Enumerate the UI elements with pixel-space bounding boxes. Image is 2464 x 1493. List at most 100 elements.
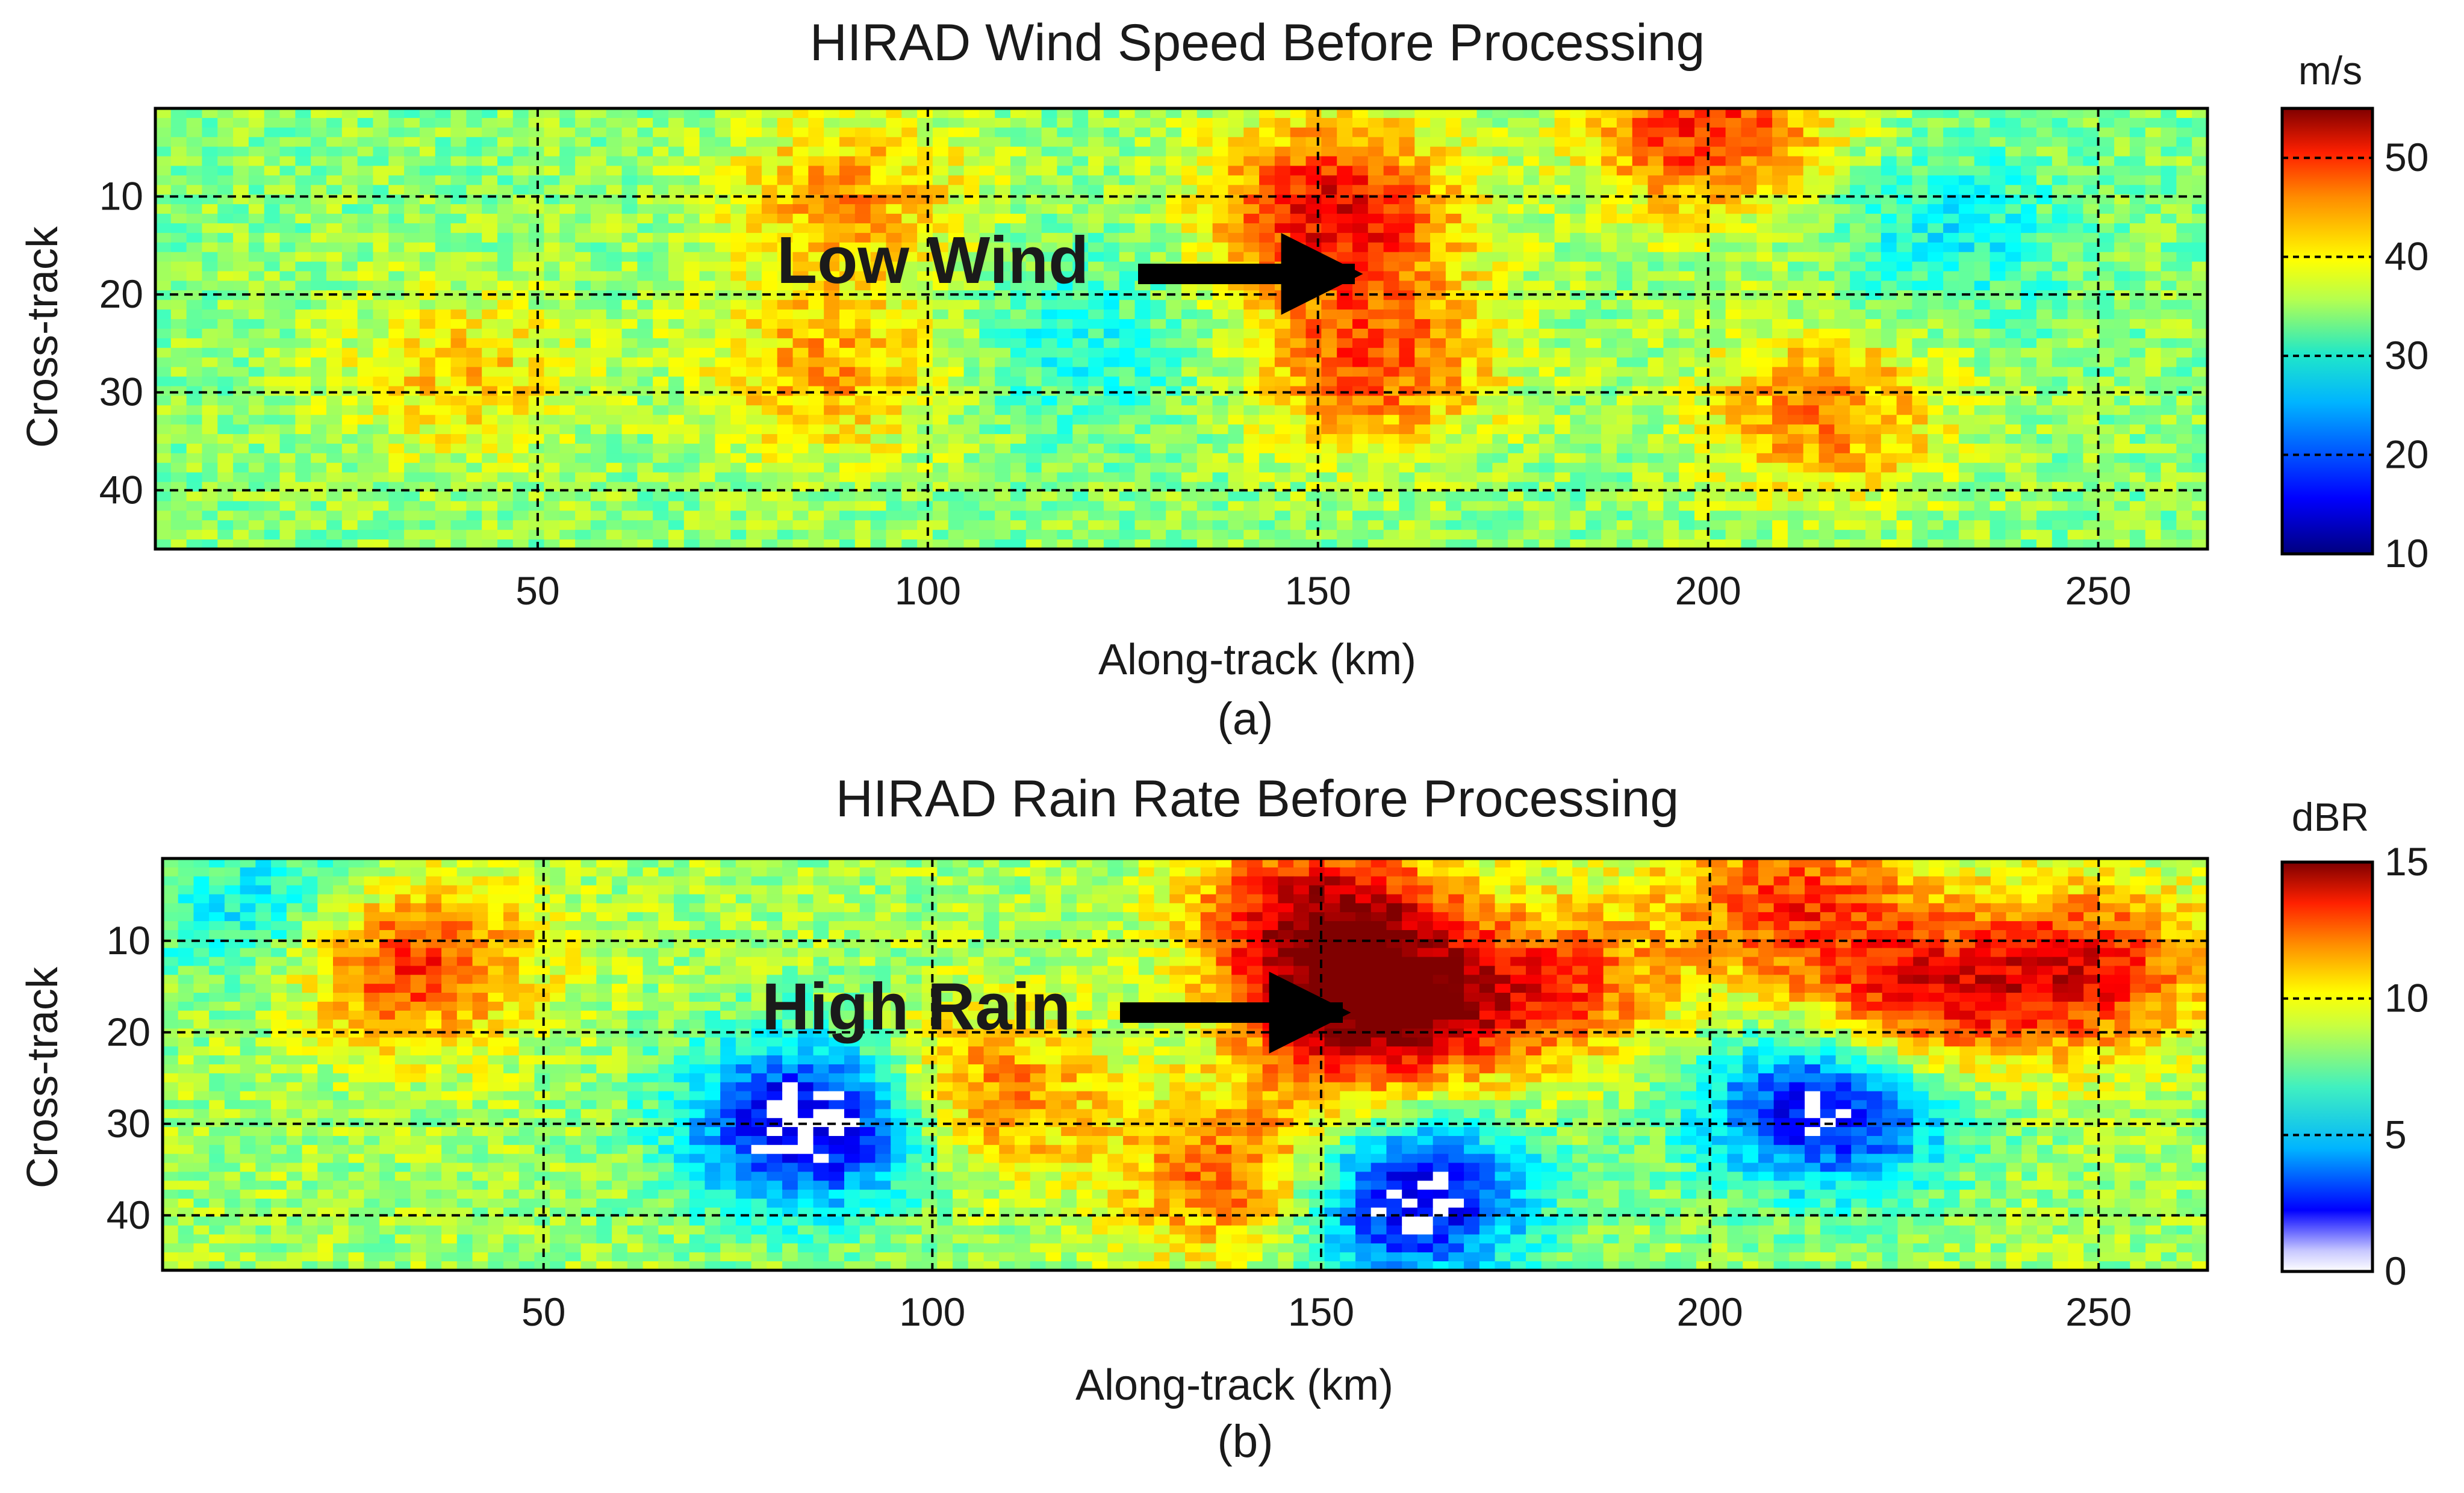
heat-cell — [1383, 146, 1400, 157]
heat-cell — [1243, 117, 1260, 128]
heat-cell — [1072, 261, 1089, 272]
heat-cell — [1958, 166, 1975, 176]
heat-cell — [1352, 204, 1369, 214]
heat-cell — [2192, 232, 2208, 243]
heat-cell — [1508, 261, 1524, 272]
heat-cell — [2161, 281, 2177, 291]
heat-cell — [870, 357, 887, 368]
heat-cell — [1461, 156, 1478, 167]
heat-cell — [2176, 204, 2192, 214]
heat-cell — [715, 175, 732, 186]
heat-cell — [1710, 347, 1726, 358]
heat-cell — [170, 309, 187, 320]
heat-cell — [1787, 396, 1804, 406]
heat-cell — [1461, 214, 1478, 224]
heat-cell — [1943, 338, 1959, 349]
heat-cell — [2129, 117, 2146, 128]
heat-cell — [1010, 338, 1027, 349]
heat-cell — [1725, 166, 1742, 176]
heat-cell — [264, 271, 281, 282]
heat-cell — [1243, 309, 1260, 320]
heat-cell — [388, 424, 405, 435]
heat-cell — [1881, 357, 1897, 368]
heat-cell — [528, 443, 545, 454]
heat-cell — [2176, 347, 2192, 358]
heat-cell — [1119, 424, 1136, 435]
heat-cell — [979, 281, 995, 291]
heat-cell — [653, 117, 669, 128]
heat-cell — [1305, 252, 1322, 262]
heat-cell — [699, 185, 716, 196]
heat-cell — [948, 261, 965, 272]
heat-cell — [1399, 185, 1416, 196]
heat-cell — [1072, 271, 1089, 282]
heat-cell — [1196, 443, 1213, 454]
heat-cell — [1290, 223, 1307, 234]
heat-cell — [1088, 242, 1104, 253]
heat-cell — [1305, 415, 1322, 425]
heat-cell — [606, 271, 623, 282]
heat-cell — [1212, 166, 1229, 176]
heat-cell — [388, 367, 405, 377]
heat-cell — [886, 175, 903, 186]
heat-cell — [264, 367, 281, 377]
heat-cell — [1010, 261, 1027, 272]
heat-cell — [761, 443, 778, 454]
heat-cell — [917, 415, 933, 425]
heat-cell — [1119, 252, 1136, 262]
heat-cell — [1290, 300, 1307, 310]
heat-cell — [435, 329, 452, 339]
heat-cell — [1057, 434, 1074, 444]
heat-cell — [1041, 137, 1058, 147]
heat-cell — [1974, 319, 1991, 329]
heat-cell — [1803, 357, 1820, 368]
heat-cell — [388, 232, 405, 243]
heat-cell — [1538, 271, 1555, 282]
heat-cell — [373, 127, 390, 138]
heat-cell — [653, 396, 669, 406]
heat-cell — [512, 300, 529, 310]
heat-cell — [575, 424, 591, 435]
heat-cell — [1865, 223, 1882, 234]
heat-cell — [1430, 300, 1446, 310]
heat-cell — [653, 443, 669, 454]
heat-cell — [1321, 415, 1337, 425]
heat-cell — [202, 376, 219, 387]
heat-cell — [466, 127, 482, 138]
heat-cell — [979, 261, 995, 272]
heat-cell — [1523, 347, 1540, 358]
heat-cell — [2161, 117, 2177, 128]
heat-cell — [2176, 156, 2192, 167]
heat-cell — [435, 434, 452, 444]
heat-cell — [621, 338, 638, 349]
heat-cell — [2129, 261, 2146, 272]
heat-cell — [466, 405, 482, 416]
heat-cell — [1445, 290, 1462, 301]
heat-cell — [341, 252, 358, 262]
heat-cell — [233, 462, 249, 473]
heat-cell — [1445, 396, 1462, 406]
heat-cell — [388, 156, 405, 167]
heat-cell — [1896, 443, 1913, 454]
heat-cell — [1725, 376, 1742, 387]
heat-cell — [777, 453, 794, 464]
heat-cell — [1974, 453, 1991, 464]
heat-cell — [1570, 252, 1587, 262]
heat-cell — [1196, 223, 1213, 234]
heat-cell — [1570, 405, 1587, 416]
heat-cell — [2192, 271, 2208, 282]
heat-cell — [808, 462, 824, 473]
heat-cell — [715, 376, 732, 387]
heat-cell — [2005, 309, 2021, 320]
heat-cell — [264, 309, 281, 320]
heat-cell — [932, 347, 949, 358]
heat-cell — [311, 108, 327, 119]
heat-cell — [341, 117, 358, 128]
heat-cell — [2036, 329, 2053, 339]
heat-cell — [497, 127, 514, 138]
heat-cell — [450, 137, 467, 147]
heat-cell — [2021, 223, 2037, 234]
heat-cell — [544, 319, 561, 329]
heat-cell — [1414, 396, 1431, 406]
heat-cell — [357, 405, 374, 416]
